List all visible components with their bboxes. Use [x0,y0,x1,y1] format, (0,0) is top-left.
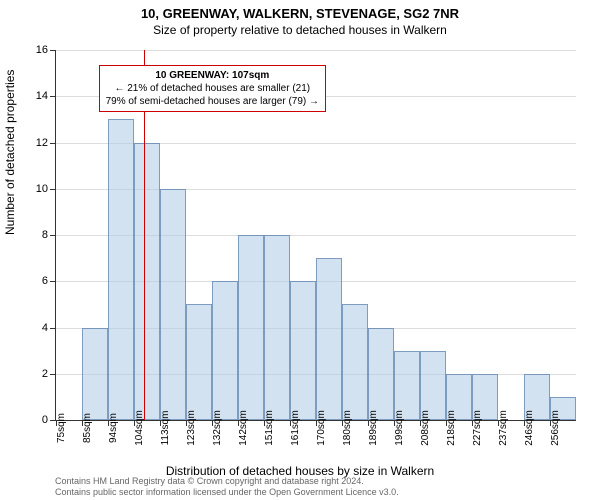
y-tick [50,96,56,97]
y-tick [50,50,56,51]
x-tick-label: 142sqm [238,410,249,446]
y-tick-label: 16 [36,44,48,56]
y-tick-label: 12 [36,137,48,149]
x-tick-label: 170sqm [316,410,327,446]
x-tick-label: 246sqm [524,410,535,446]
x-tick-label: 208sqm [420,410,431,446]
histogram-bar [212,281,238,420]
footer-attribution: Contains HM Land Registry data © Crown c… [55,476,399,498]
y-tick-label: 0 [42,414,48,426]
x-tick-label: 227sqm [472,410,483,446]
x-tick-label: 113sqm [160,411,171,446]
y-tick [50,374,56,375]
y-tick [50,235,56,236]
y-tick [50,328,56,329]
x-tick-label: 132sqm [212,410,223,446]
y-tick-label: 2 [42,368,48,380]
y-tick-label: 4 [42,322,48,334]
x-tick-label: 123sqm [186,410,197,446]
x-tick-label: 85sqm [82,413,93,443]
histogram-bar [82,328,108,421]
footer-line: Contains HM Land Registry data © Crown c… [55,476,399,487]
callout-line: 79% of semi-detached houses are larger (… [106,96,319,107]
histogram-bar [264,235,290,420]
footer-line: Contains public sector information licen… [55,487,399,498]
x-tick-label: 189sqm [368,410,379,446]
x-tick-label: 180sqm [342,410,353,446]
x-tick-label: 161sqm [290,410,301,446]
x-tick-label: 199sqm [394,410,405,446]
x-tick-label: 256sqm [550,410,561,446]
callout-box: 10 GREENWAY: 107sqm ← 21% of detached hou… [99,65,326,112]
histogram-bar [238,235,264,420]
plot-area: 024681012141675sqm85sqm94sqm104sqm113sqm… [55,50,576,421]
x-tick-label: 94sqm [108,413,119,443]
y-tick [50,189,56,190]
chart-title-sub: Size of property relative to detached ho… [0,21,600,37]
histogram-bar [342,304,368,420]
histogram-bar [186,304,212,420]
chart-title-main: 10, GREENWAY, WALKERN, STEVENAGE, SG2 7N… [0,0,600,21]
histogram-bar [134,143,160,421]
y-tick-label: 14 [36,90,48,102]
x-tick-label: 151sqm [264,410,275,446]
histogram-bar [108,119,134,420]
y-tick [50,143,56,144]
y-axis-title: Number of detached properties [3,70,17,235]
x-tick-label: 218sqm [446,410,457,446]
histogram-bar [160,189,186,420]
y-tick [50,281,56,282]
y-tick-label: 8 [42,229,48,241]
histogram-bar [316,258,342,420]
x-tick-label: 237sqm [498,410,509,446]
histogram-bar [368,328,394,421]
histogram-bar [290,281,316,420]
callout-line: ← 21% of detached houses are smaller (21… [114,83,310,94]
x-tick-label: 75sqm [56,413,67,443]
callout-line: 10 GREENWAY: 107sqm [155,70,269,81]
gridline [56,50,576,51]
y-tick-label: 10 [36,183,48,195]
y-tick-label: 6 [42,275,48,287]
